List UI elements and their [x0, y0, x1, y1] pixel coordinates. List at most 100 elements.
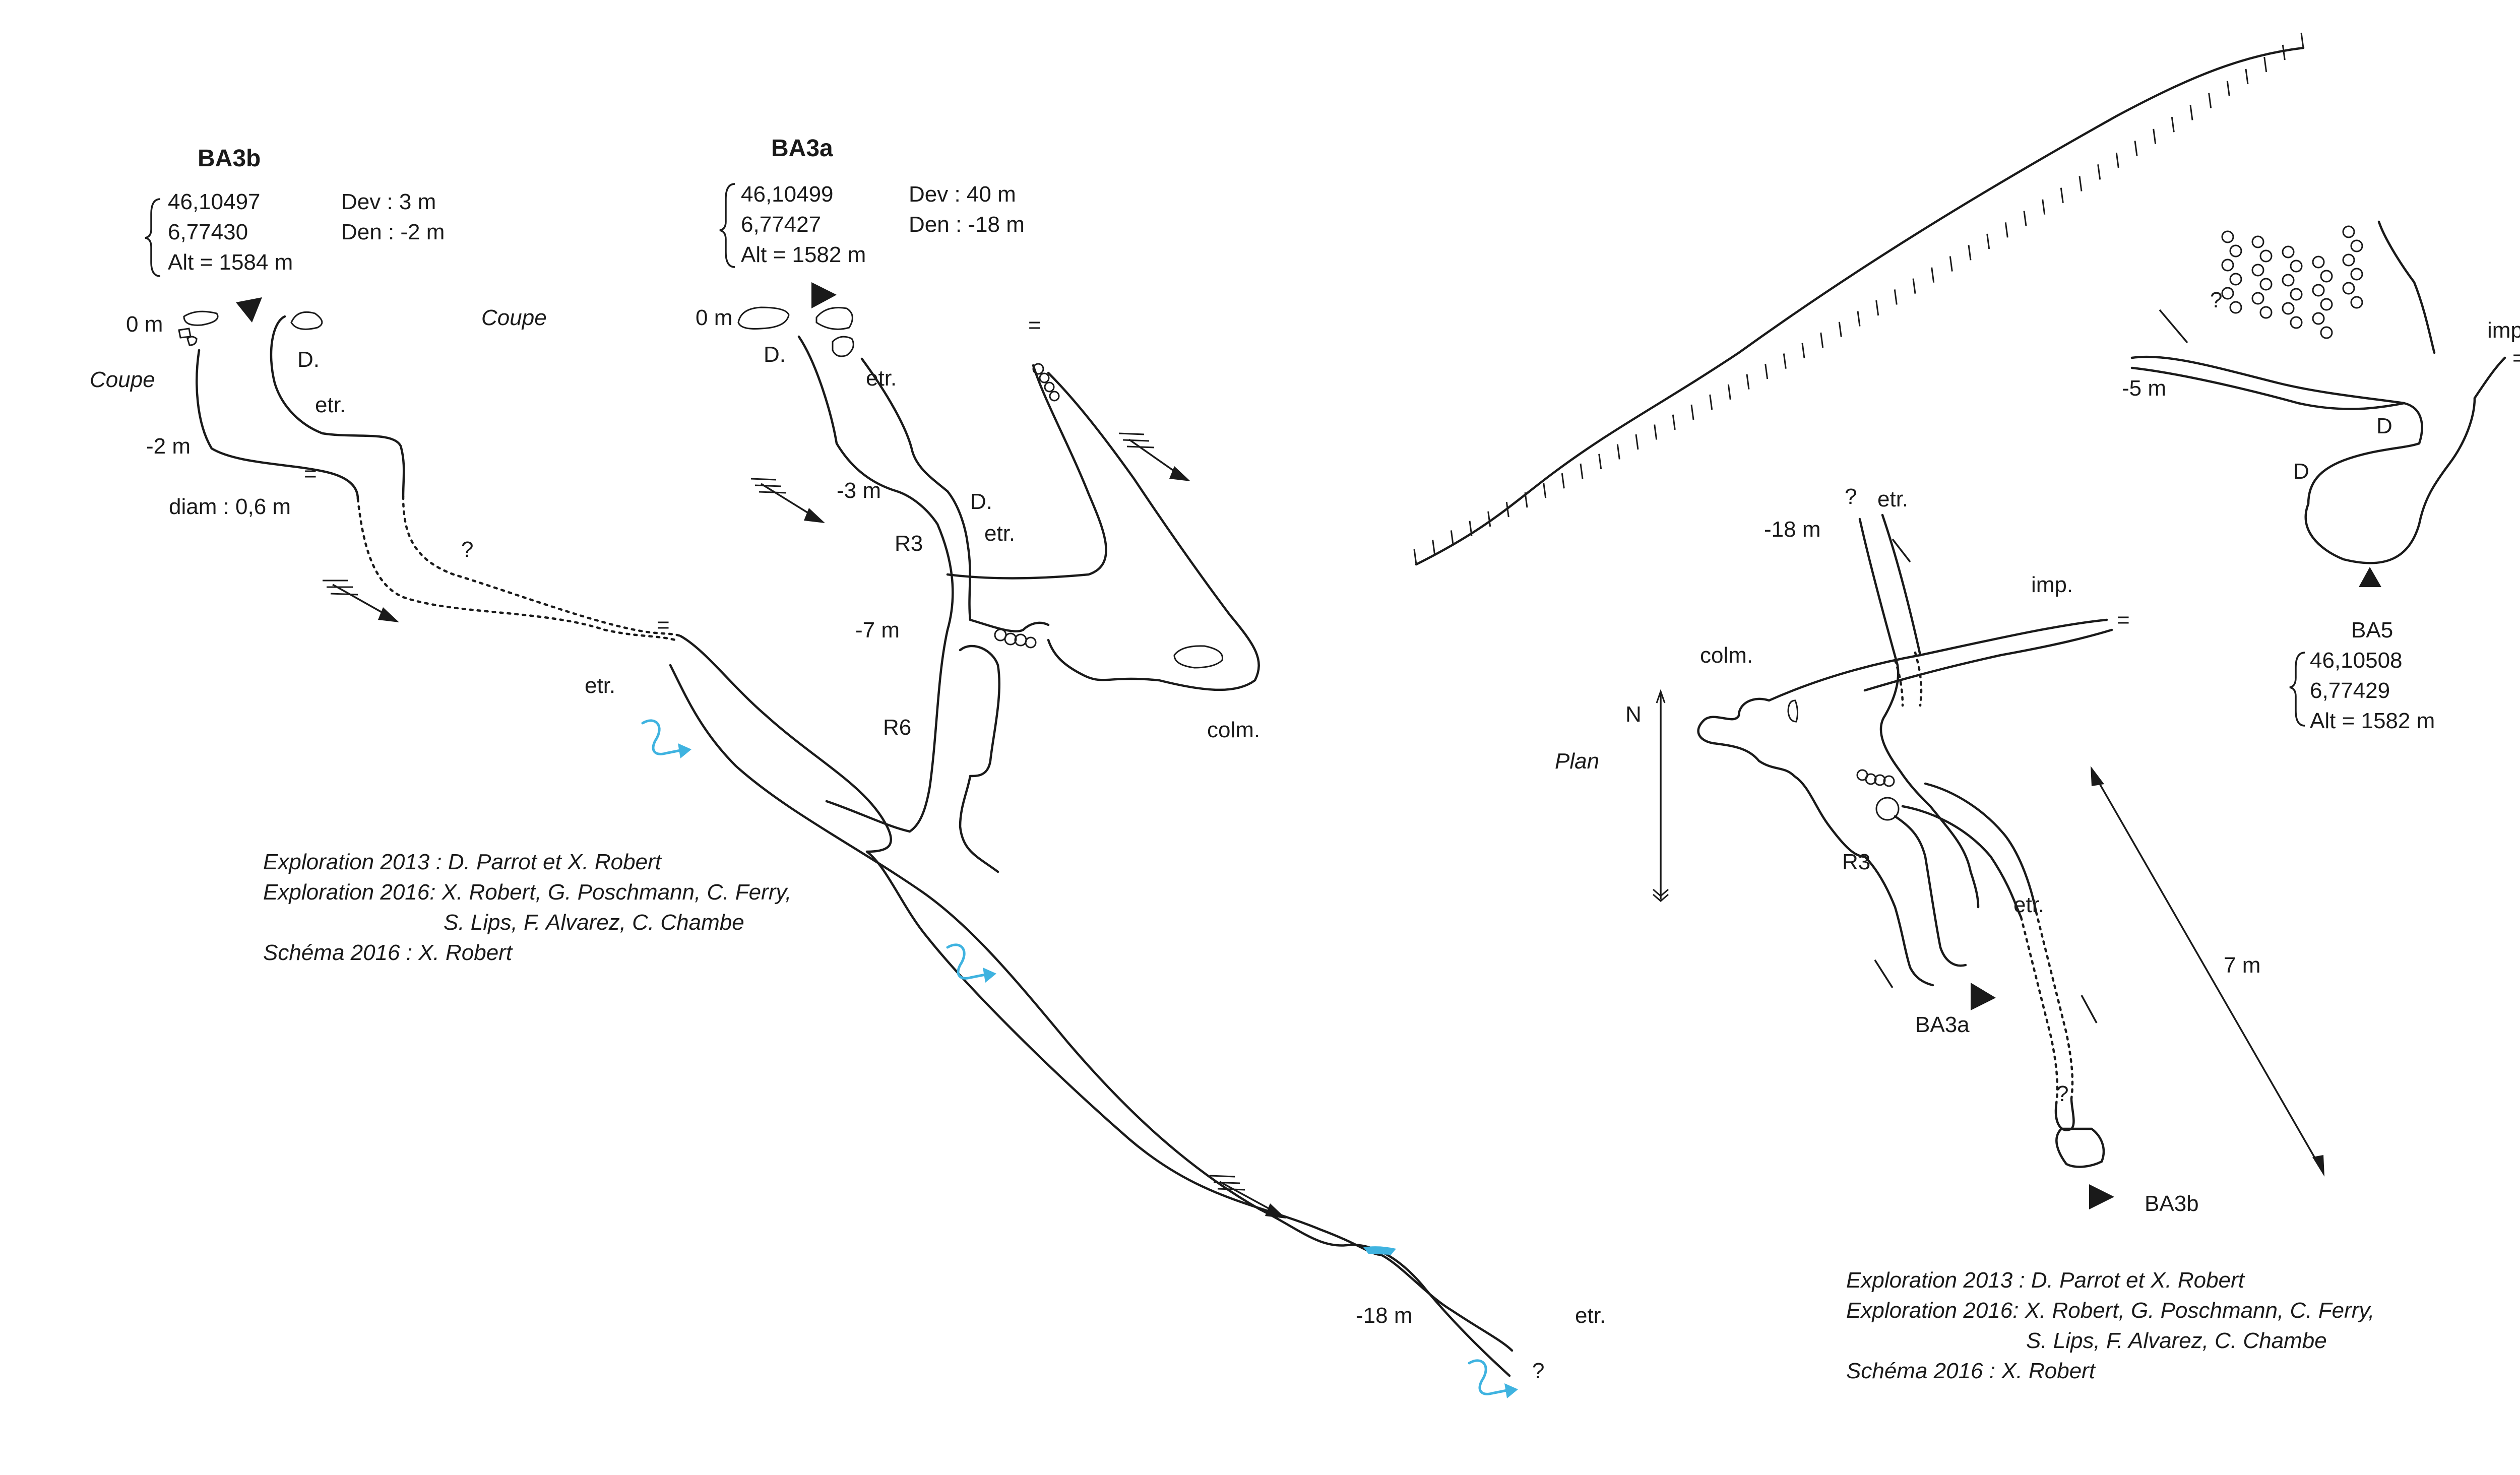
ba3a-title: BA3a — [771, 135, 833, 162]
plan-label-eq: = — [2117, 608, 2130, 632]
water-flow-arrow-1 — [641, 719, 691, 758]
ba5-label-eq: = — [2512, 346, 2520, 370]
rock-ba3b-small-2 — [186, 336, 198, 346]
ba3a-header: BA3a 46,10499 6,77427 Alt = 1582 m Dev :… — [719, 135, 1025, 268]
draught-arrow-2 — [750, 478, 825, 523]
label-ba3b-d: D. — [297, 347, 320, 372]
credits-left: Exploration 2013 : D. Parrot et X. Rober… — [263, 850, 791, 965]
surface-slope — [1413, 32, 2305, 566]
label-colm: colm. — [1207, 718, 1260, 742]
ba3a-altitude: Alt = 1582 m — [741, 242, 866, 267]
label-minus18: -18 m — [1356, 1303, 1412, 1328]
ba5-longitude: 6,77429 — [2310, 678, 2390, 703]
surface-slope-line — [1415, 46, 2305, 566]
plan-ba3b-dashed-right — [2035, 911, 2074, 1100]
plan-central-wall — [1879, 714, 1980, 909]
ba3b-gallery-upper-wall — [196, 349, 359, 500]
ba3b-depth: Den : -2 m — [341, 220, 445, 244]
coupe-label-left: Coupe — [90, 367, 155, 392]
ba5-shaft-wall-right — [2473, 356, 2506, 400]
plan-draught-arrows — [1874, 538, 2098, 1023]
label-r3: R3 — [895, 531, 923, 556]
plan-r3-passage-wall — [1894, 815, 1967, 967]
ba3b-unexplored-passage-upper — [356, 497, 677, 642]
scale-label: 7 m — [2224, 953, 2260, 978]
plan-label-minus18: -18 m — [1764, 517, 1820, 542]
plan-ew-north-wall — [1768, 618, 2108, 702]
ba5-gallery-inner-wall — [2130, 366, 2406, 410]
boulder-cluster-middle — [994, 628, 1037, 649]
plan-ba3b-dashed-left — [2020, 916, 2059, 1105]
label-ba3a-eq: = — [1028, 313, 1041, 338]
label-minus7: -7 m — [855, 618, 900, 643]
draught-arrow-4 — [1209, 1175, 1286, 1219]
ba5-coords-brace — [2289, 652, 2305, 727]
plan-dashed-link-2 — [1914, 651, 1923, 707]
ba3b-title: BA3b — [198, 145, 261, 172]
label-diameter: diam : 0,6 m — [169, 494, 291, 519]
ba5-title: BA5 — [2351, 618, 2393, 643]
label-ba3a-d2: D. — [970, 489, 992, 514]
main-section-survey: Coupe Coupe — [90, 282, 1606, 1398]
ba5-entrance-marker — [2359, 567, 2381, 587]
plan-pillar — [1787, 699, 1799, 723]
label-ba3a-d: D. — [764, 342, 786, 367]
rock-ba3a-entrance-3 — [832, 336, 854, 357]
water-pool — [1363, 1246, 1396, 1255]
credits-right-line3: S. Lips, F. Alvarez, C. Chambe — [2026, 1328, 2327, 1353]
plan-label-question-low: ? — [2056, 1081, 2068, 1106]
plan-label-ba3a: BA3a — [1915, 1012, 1970, 1037]
label-r6: R6 — [883, 715, 911, 740]
label-minus3: -3 m — [837, 478, 881, 503]
plan-survey: Plan N 7 m — [1555, 484, 2324, 1216]
ba3a-latitude: 46,10499 — [741, 182, 834, 207]
ba5-label-question: ? — [2210, 288, 2222, 312]
ba3b-development: Dev : 3 m — [341, 189, 436, 214]
label-ba3a-etr2: etr. — [984, 521, 1015, 546]
plan-label: Plan — [1555, 749, 1599, 774]
ba3b-gallery-lower-wall — [270, 315, 405, 498]
water-flow-arrow-3 — [1468, 1359, 1518, 1398]
ba3a-shaft-right-wall — [860, 357, 972, 621]
credits-left-line4: Schéma 2016 : X. Robert — [263, 940, 513, 965]
label-mid-question: ? — [461, 537, 473, 562]
label-ba3b-eq: = — [304, 462, 317, 486]
credits-left-line3: S. Lips, F. Alvarez, C. Chambe — [444, 910, 744, 935]
scale-bar: 7 m — [2091, 766, 2324, 1177]
plan-label-r3: R3 — [1842, 850, 1870, 874]
plan-shaft-circle — [1875, 797, 1900, 821]
boulder-cluster-right-shaft — [1032, 363, 1060, 402]
coupe-label-right: Coupe — [481, 305, 547, 330]
ba3b-unexplored-passage-lower — [402, 495, 682, 637]
rock-ba3a-entrance-1 — [737, 306, 790, 330]
surface-slope-hatching — [1413, 32, 2304, 565]
plan-colm-chamber-wall — [1697, 697, 1934, 987]
plan-label-imp: imp. — [2031, 572, 2073, 597]
rock-ba3b-entrance-2 — [290, 311, 323, 330]
main-gallery-upper-wall — [679, 634, 1514, 1352]
draught-arrow-3 — [1118, 432, 1190, 481]
ba5-header: BA5 46,10508 6,77429 Alt = 1582 m — [2289, 618, 2435, 733]
rock-colm — [1173, 645, 1224, 669]
label-mid-eq: = — [657, 613, 670, 637]
ba5-label-minus5: -5 m — [2122, 376, 2166, 401]
plan-boulders — [1856, 769, 1895, 787]
water-flow-arrow-2 — [946, 943, 996, 983]
label-minus2: -2 m — [146, 434, 191, 459]
label-bottom-question: ? — [1532, 1359, 1544, 1383]
ba5-section-survey: ? -5 m imp. = D D — [2122, 220, 2520, 587]
plan-label-ba3b: BA3b — [2145, 1191, 2199, 1216]
rock-ba3a-entrance-2 — [815, 306, 853, 330]
plan-ew-south-wall — [1863, 628, 2113, 692]
plan-ba3b-entrance-pit — [2055, 1127, 2105, 1168]
label-ba3b-zero: 0 m — [126, 312, 163, 337]
north-label: N — [1625, 702, 1642, 727]
ba3b-entrance-marker — [236, 297, 262, 323]
credits-left-line1: Exploration 2013 : D. Parrot et X. Rober… — [263, 850, 662, 874]
ba3a-shaft-right-ledge — [969, 618, 1050, 632]
plan-ba3b-passage-left — [1901, 805, 2023, 919]
ba5-gallery-outer-wall — [2130, 355, 2476, 564]
ba5-draught-arrow — [2159, 309, 2188, 344]
ba3b-longitude: 6,77430 — [168, 220, 248, 244]
plan-dashed-link-1 — [1894, 659, 1904, 707]
